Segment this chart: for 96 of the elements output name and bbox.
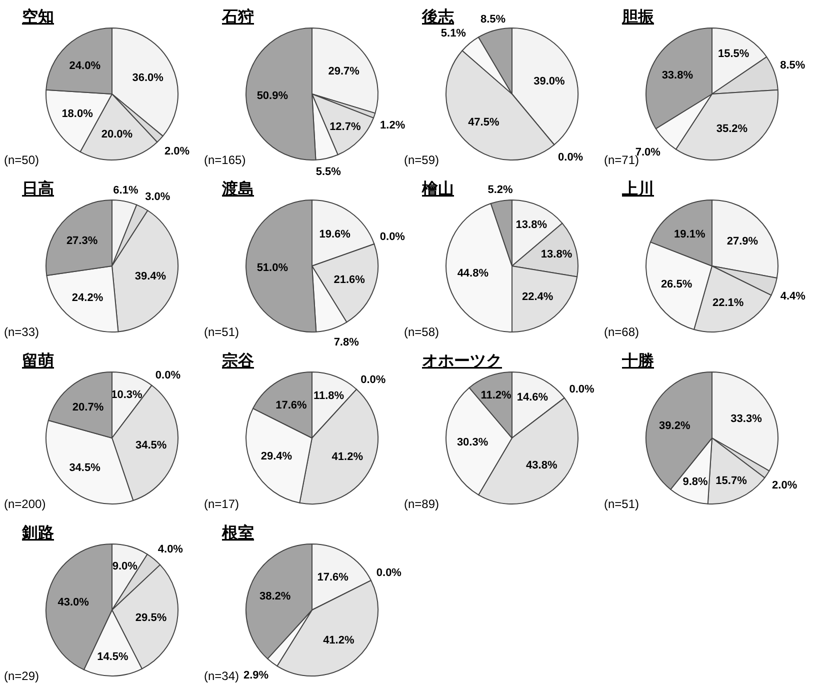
data-label: 10.3% — [111, 389, 142, 402]
chart-title: 根室 — [221, 523, 254, 542]
data-label: 8.5% — [480, 14, 506, 26]
data-label: 1.2% — [380, 120, 406, 132]
data-label: 6.1% — [113, 184, 138, 196]
data-label: 9.8% — [682, 476, 708, 488]
text: (n=200) — [4, 497, 46, 511]
data-label: 21.6% — [334, 274, 366, 286]
data-label: 36.0% — [132, 72, 164, 84]
data-label: 33.8% — [662, 70, 694, 82]
text: 0.0% — [155, 370, 180, 382]
chart-title: 上川 — [621, 180, 654, 198]
data-label: 19.6% — [319, 228, 351, 241]
data-label: 2.0% — [164, 145, 190, 158]
data-label: 8.5% — [780, 60, 806, 72]
text: 0.0% — [360, 374, 386, 386]
data-label: 11.2% — [480, 390, 512, 402]
data-label: 15.5% — [718, 48, 750, 60]
text: (n=68) — [604, 325, 640, 339]
data-label: 43.8% — [526, 459, 558, 472]
data-label: 51.0% — [256, 262, 288, 274]
data-label: 47.5% — [468, 116, 500, 129]
data-label: 14.5% — [97, 651, 129, 664]
text: (n=58) — [404, 325, 440, 339]
data-label: 35.2% — [716, 123, 748, 136]
data-label: 29.5% — [135, 612, 167, 624]
data-label: 22.1% — [712, 297, 744, 310]
text: (n=34) — [204, 669, 240, 683]
text: 0.0% — [380, 231, 405, 244]
chart-title: 石狩 — [221, 8, 254, 26]
data-label: 29.7% — [328, 65, 360, 78]
chart-title: 十勝 — [621, 352, 655, 370]
data-label: 39.2% — [659, 420, 690, 432]
data-label: 41.2% — [332, 450, 364, 463]
text: (n=29) — [4, 669, 40, 683]
chart-title: 渡島 — [221, 180, 254, 198]
data-label: 50.9% — [256, 90, 288, 102]
chart-title: 留萌 — [22, 352, 54, 370]
data-label: 43.0% — [58, 596, 90, 608]
data-label: 15.7% — [716, 474, 748, 487]
text: 0.0% — [558, 151, 584, 164]
text: (n=33) — [4, 325, 40, 339]
data-label: 4.4% — [780, 290, 806, 303]
text: (n=17) — [204, 497, 240, 511]
data-label: 41.2% — [323, 634, 354, 646]
data-label: 24.0% — [69, 60, 101, 72]
chart-title: 後志 — [421, 8, 455, 26]
data-label: 22.4% — [522, 291, 554, 304]
data-label: 18.0% — [62, 108, 94, 120]
data-label: 44.8% — [457, 267, 489, 280]
chart-title: 日高 — [22, 179, 54, 198]
data-label: 7.8% — [334, 336, 360, 349]
data-label: 19.1% — [674, 228, 706, 240]
data-label: 20.7% — [72, 401, 104, 414]
data-label: 2.0% — [772, 480, 798, 492]
data-label: 5.2% — [488, 184, 514, 196]
data-label: 12.7% — [330, 121, 361, 134]
data-label: 38.2% — [259, 590, 291, 603]
chart-title: 空知 — [22, 8, 54, 26]
data-label: 5.5% — [316, 166, 342, 178]
data-label: 14.6% — [516, 392, 548, 404]
data-label: 39.0% — [534, 76, 566, 88]
chart-title: 胆振 — [621, 8, 655, 26]
data-label: 13.8% — [516, 219, 548, 232]
data-label: 39.4% — [134, 270, 166, 282]
data-label: 11.8% — [313, 390, 344, 402]
data-label: 33.3% — [730, 413, 762, 426]
data-label: 2.9% — [243, 669, 269, 682]
text: (n=165) — [204, 153, 246, 167]
data-label: 3.0% — [145, 191, 170, 204]
chart-title: 釧路 — [21, 524, 54, 542]
data-label: 9.0% — [112, 560, 138, 573]
data-label: 20.0% — [101, 128, 133, 140]
data-label: 13.8% — [540, 248, 572, 261]
data-label: 27.3% — [66, 235, 98, 248]
chart-title: オホーツク — [422, 353, 502, 370]
data-label: 4.0% — [158, 544, 184, 556]
data-label: 17.6% — [317, 571, 349, 584]
chart-title: 宗谷 — [221, 351, 255, 370]
data-label: 34.5% — [135, 439, 167, 452]
data-label: 34.5% — [69, 462, 101, 474]
text: 0.0% — [569, 383, 594, 396]
data-label: 27.9% — [726, 236, 758, 248]
data-label: 29.4% — [260, 450, 292, 463]
text: (n=51) — [604, 497, 640, 511]
data-label: 24.2% — [72, 292, 104, 304]
text: (n=51) — [204, 325, 240, 339]
text: (n=59) — [404, 153, 440, 167]
text: 0.0% — [376, 566, 402, 579]
data-label: 17.6% — [276, 399, 308, 412]
text: (n=50) — [4, 153, 40, 167]
data-label: 30.3% — [456, 436, 488, 448]
data-label: 5.1% — [440, 28, 466, 40]
text: (n=89) — [404, 497, 440, 511]
data-label: 26.5% — [660, 278, 692, 291]
chart-title: 檜山 — [421, 180, 454, 198]
